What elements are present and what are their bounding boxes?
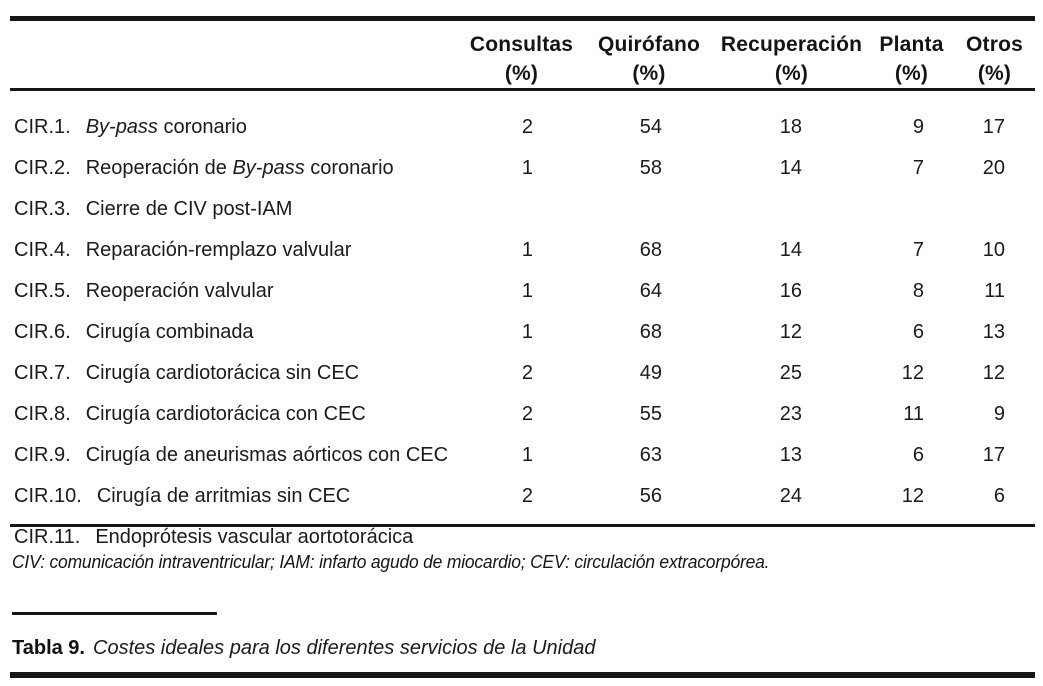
value-cell: 16 — [779, 280, 802, 302]
value-cell: 56 — [639, 485, 662, 507]
procedure-cell: CIR.2. Reoperación de By-pass coronario — [14, 157, 394, 179]
value-cell — [869, 189, 954, 230]
value-cell: 7 — [912, 239, 924, 261]
value-cell: 12 — [779, 321, 802, 343]
value-cell: 24 — [779, 485, 802, 507]
column-header-5: Otros (%) — [965, 33, 1023, 85]
table-row: CIR.4. Reparación-remplazo valvular 1 68 14 7… — [12, 230, 1035, 271]
table-row: CIR.3. Cierre de CIV post-IAM — [12, 189, 1035, 230]
value-cell: 68 — [639, 321, 662, 343]
value-cell: 63 — [639, 444, 662, 466]
value-cell — [714, 189, 869, 230]
value-cell — [954, 189, 1035, 230]
column-header-4: Planta (%) — [879, 33, 944, 85]
value-cell: 8 — [912, 280, 924, 302]
procedure-cell: CIR.3. Cierre de CIV post-IAM — [14, 198, 293, 220]
column-header-2: Quirófano (%) — [597, 33, 701, 85]
value-cell: 68 — [639, 239, 662, 261]
value-cell: 1 — [521, 444, 533, 466]
procedure-cell: CIR.5. Reoperación valvular — [14, 280, 274, 302]
table-row: CIR.1. By-pass coronario 2 54 18 9 17 — [12, 107, 1035, 148]
value-cell: 14 — [779, 157, 802, 179]
value-cell: 64 — [639, 280, 662, 302]
table-row: CIR.10. Cirugía de arritmias sin CEC 2 56 24… — [12, 476, 1035, 517]
table-row: CIR.7. Cirugía cardiotorácica sin CEC 2 49 2… — [12, 353, 1035, 394]
caption-text: Costes ideales para los diferentes servi… — [93, 637, 596, 659]
value-cell: 55 — [639, 403, 662, 425]
procedure-cell: CIR.10. Cirugía de arritmias sin CEC — [14, 485, 351, 507]
table-row: CIR.6. Cirugía combinada 1 68 12 6 13 — [12, 312, 1035, 353]
header-row: Consultas (%) Quirófano (%) Recuperación (%) P… — [12, 21, 1035, 107]
value-cell: 25 — [779, 362, 802, 384]
value-cell: 12 — [901, 485, 924, 507]
value-cell: 2 — [521, 485, 533, 507]
value-cell: 58 — [639, 157, 662, 179]
procedure-cell: CIR.11. Endoprótesis vascular aortotoráci… — [14, 526, 414, 548]
value-cell: 2 — [521, 116, 533, 138]
column-header-1: Consultas (%) — [469, 33, 574, 85]
table-row: CIR.8. Cirugía cardiotorácica con CEC 2 55 2… — [12, 394, 1035, 435]
table-row: CIR.5. Reoperación valvular 1 64 16 8 11 — [12, 271, 1035, 312]
value-cell: 6 — [993, 485, 1005, 507]
value-cell: 7 — [912, 157, 924, 179]
table-row: CIR.11. Endoprótesis vascular aortotoráci… — [12, 517, 1035, 558]
value-cell: 14 — [779, 239, 802, 261]
procedure-cell: CIR.8. Cirugía cardiotorácica con CEC — [14, 403, 366, 425]
header-rule — [10, 88, 1035, 91]
table-caption: Tabla 9. Costes ideales para los diferent… — [12, 636, 596, 660]
value-cell: 49 — [639, 362, 662, 384]
value-cell: 12 — [982, 362, 1005, 384]
value-cell: 13 — [779, 444, 802, 466]
value-cell: 11 — [984, 280, 1005, 302]
value-cell: 1 — [521, 157, 533, 179]
bottom-rule — [10, 672, 1035, 678]
value-cell — [584, 189, 714, 230]
value-cell: 2 — [521, 362, 533, 384]
value-cell: 6 — [912, 444, 924, 466]
procedure-column-header — [12, 21, 459, 107]
value-cell: 13 — [982, 321, 1005, 343]
value-cell: 2 — [521, 403, 533, 425]
value-cell: 9 — [912, 116, 924, 138]
value-cell: 6 — [912, 321, 924, 343]
procedure-cell: CIR.9. Cirugía de aneurismas aórticos con… — [14, 444, 449, 466]
value-cell: 1 — [521, 239, 533, 261]
procedure-cell: CIR.6. Cirugía combinada — [14, 321, 254, 343]
top-rule — [10, 16, 1035, 21]
value-cell — [459, 189, 584, 230]
table-row: CIR.2. Reoperación de By-pass coronario 1 5… — [12, 148, 1035, 189]
costs-table: Consultas (%) Quirófano (%) Recuperación (%) P… — [12, 21, 1035, 558]
abbreviations-footnote: CIV: comunicación intraventricular; IAM:… — [12, 552, 770, 572]
value-cell: 17 — [982, 444, 1005, 466]
value-cell: 1 — [521, 321, 533, 343]
value-cell: 1 — [521, 280, 533, 302]
procedure-cell: CIR.1. By-pass coronario — [14, 116, 247, 138]
body-bottom-rule — [10, 524, 1035, 527]
procedure-cell: CIR.4. Reparación-remplazo valvular — [14, 239, 352, 261]
column-header-3: Recuperación (%) — [720, 33, 863, 85]
value-cell: 17 — [982, 116, 1005, 138]
procedure-cell: CIR.7. Cirugía cardiotorácica sin CEC — [14, 362, 360, 384]
value-cell: 9 — [993, 403, 1005, 425]
value-cell: 23 — [779, 403, 802, 425]
value-cell: 10 — [982, 239, 1005, 261]
value-cell: 20 — [982, 157, 1005, 179]
table-row: CIR.9. Cirugía de aneurismas aórticos con… — [12, 435, 1035, 476]
value-cell: 54 — [639, 116, 662, 138]
value-cell: 18 — [779, 116, 802, 138]
caption-separator-rule — [12, 612, 217, 615]
caption-label: Tabla 9. — [12, 637, 85, 659]
value-cell: 11 — [903, 403, 924, 425]
value-cell: 12 — [901, 362, 924, 384]
